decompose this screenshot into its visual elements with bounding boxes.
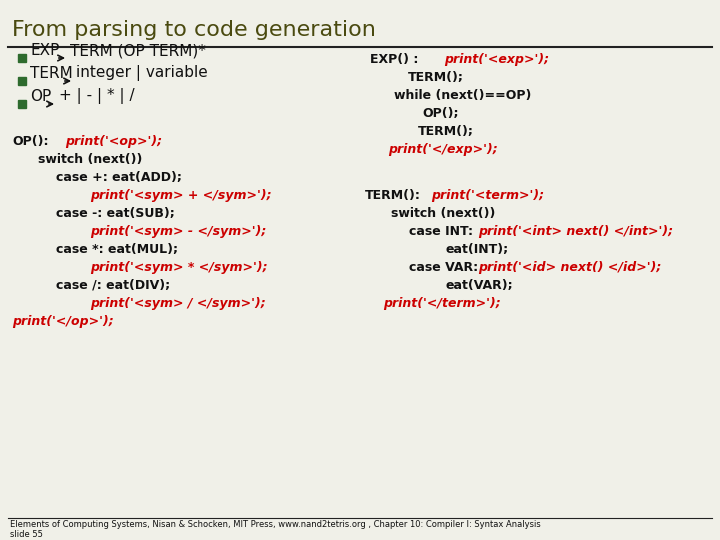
Text: switch (next()): switch (next())	[38, 153, 143, 166]
Text: TERM (OP TERM)*: TERM (OP TERM)*	[70, 43, 206, 58]
Text: case +: eat(ADD);: case +: eat(ADD);	[56, 171, 182, 184]
Text: print('<int> next() </int>');: print('<int> next() </int>');	[478, 225, 673, 238]
Text: Elements of Computing Systems, Nisan & Schocken, MIT Press, www.nand2tetris.org : Elements of Computing Systems, Nisan & S…	[10, 520, 541, 539]
Text: + | - | * | /: + | - | * | /	[59, 88, 135, 104]
Text: print('<sym> + </sym>');: print('<sym> + </sym>');	[90, 189, 271, 202]
Bar	[18, 54, 26, 62]
Text: TERM: TERM	[30, 66, 73, 81]
Bar	[18, 77, 26, 85]
Text: print('</op>');: print('</op>');	[12, 315, 114, 328]
Text: EXP() :: EXP() :	[370, 53, 418, 66]
Text: eat(INT);: eat(INT);	[445, 243, 508, 256]
Text: eat(VAR);: eat(VAR);	[445, 279, 513, 292]
Text: print('<id> next() </id>');: print('<id> next() </id>');	[478, 261, 662, 274]
Text: case VAR:: case VAR:	[409, 261, 478, 274]
Text: print('<op>');: print('<op>');	[65, 135, 162, 148]
Text: case *: eat(MUL);: case *: eat(MUL);	[56, 243, 178, 256]
Text: TERM();: TERM();	[418, 125, 474, 138]
Text: case /: eat(DIV);: case /: eat(DIV);	[56, 279, 170, 292]
Text: print('<exp>');: print('<exp>');	[444, 53, 549, 66]
Text: print('<sym> - </sym>');: print('<sym> - </sym>');	[90, 225, 266, 238]
Text: From parsing to code generation: From parsing to code generation	[12, 20, 376, 40]
Text: EXP: EXP	[30, 43, 59, 58]
Bar	[18, 100, 26, 108]
Text: OP();: OP();	[422, 107, 459, 120]
Text: print('</exp>');: print('</exp>');	[388, 143, 498, 156]
Text: print('</term>');: print('</term>');	[383, 297, 500, 310]
Text: integer | variable: integer | variable	[76, 65, 208, 81]
Text: print('<sym> / </sym>');: print('<sym> / </sym>');	[90, 297, 266, 310]
Text: case INT:: case INT:	[409, 225, 473, 238]
Text: TERM();: TERM();	[408, 71, 464, 84]
Text: print('<sym> * </sym>');: print('<sym> * </sym>');	[90, 261, 268, 274]
Text: OP():: OP():	[12, 135, 48, 148]
Text: TERM():: TERM():	[365, 189, 421, 202]
Text: print('<term>');: print('<term>');	[431, 189, 544, 202]
Text: case -: eat(SUB);: case -: eat(SUB);	[56, 207, 175, 220]
Text: OP: OP	[30, 89, 51, 104]
Text: switch (next()): switch (next())	[391, 207, 495, 220]
Text: while (next()==OP): while (next()==OP)	[394, 89, 531, 102]
